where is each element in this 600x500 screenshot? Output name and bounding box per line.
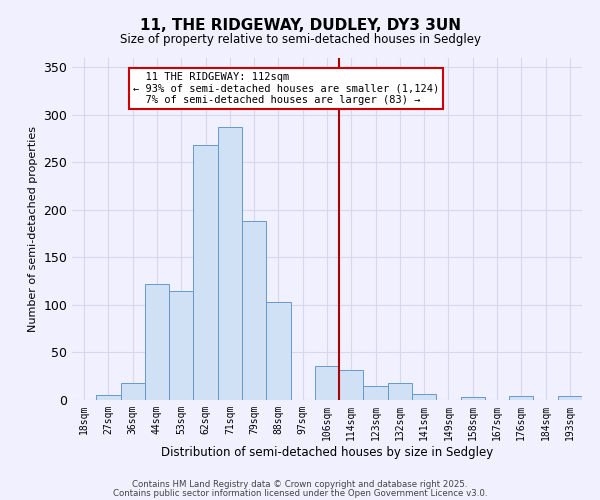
Bar xyxy=(388,383,412,400)
Y-axis label: Number of semi-detached properties: Number of semi-detached properties xyxy=(28,126,38,332)
Bar xyxy=(169,290,193,400)
Text: 11 THE RIDGEWAY: 112sqm  
← 93% of semi-detached houses are smaller (1,124)
  7%: 11 THE RIDGEWAY: 112sqm ← 93% of semi-de… xyxy=(133,72,439,105)
Bar xyxy=(266,302,290,400)
Bar xyxy=(121,383,145,400)
Bar xyxy=(145,284,169,400)
Bar xyxy=(461,397,485,400)
Bar xyxy=(218,127,242,400)
Text: Contains public sector information licensed under the Open Government Licence v3: Contains public sector information licen… xyxy=(113,488,487,498)
Bar xyxy=(509,396,533,400)
Bar xyxy=(193,145,218,400)
Bar xyxy=(242,221,266,400)
Bar xyxy=(412,394,436,400)
Text: 11, THE RIDGEWAY, DUDLEY, DY3 3UN: 11, THE RIDGEWAY, DUDLEY, DY3 3UN xyxy=(139,18,461,32)
Text: Contains HM Land Registry data © Crown copyright and database right 2025.: Contains HM Land Registry data © Crown c… xyxy=(132,480,468,489)
Bar xyxy=(96,395,121,400)
Bar xyxy=(558,396,582,400)
Bar xyxy=(364,386,388,400)
Bar xyxy=(339,370,364,400)
Bar xyxy=(315,366,339,400)
Text: Size of property relative to semi-detached houses in Sedgley: Size of property relative to semi-detach… xyxy=(119,32,481,46)
X-axis label: Distribution of semi-detached houses by size in Sedgley: Distribution of semi-detached houses by … xyxy=(161,446,493,458)
